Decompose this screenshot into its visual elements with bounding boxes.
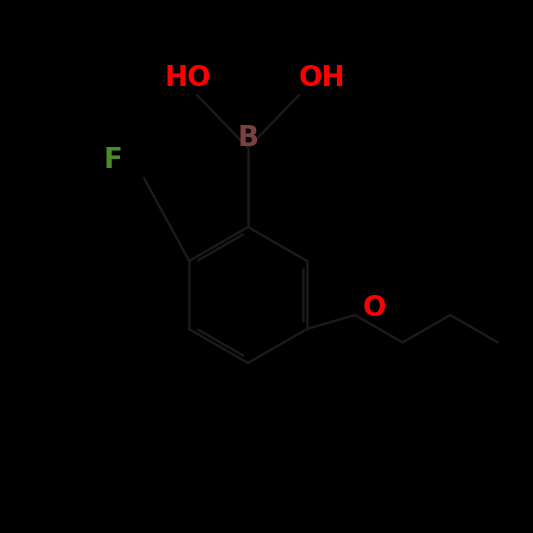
Text: B: B: [237, 124, 259, 152]
Text: HO: HO: [165, 64, 211, 92]
Text: OH: OH: [298, 64, 345, 92]
Text: F: F: [103, 146, 123, 174]
Text: O: O: [362, 294, 386, 322]
